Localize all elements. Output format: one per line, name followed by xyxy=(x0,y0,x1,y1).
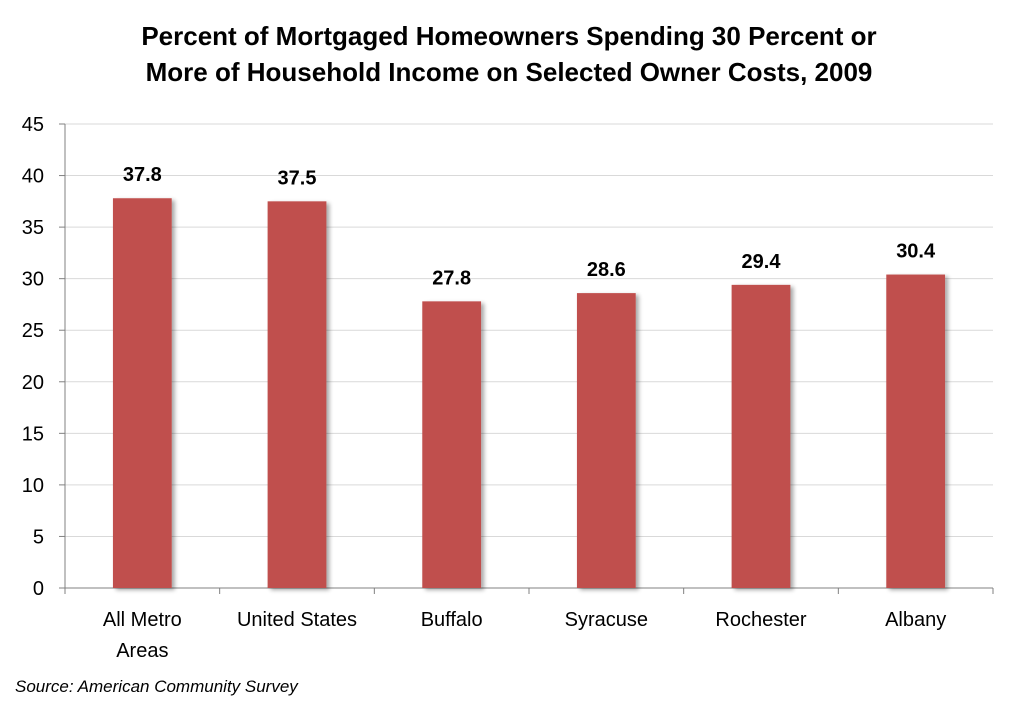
chart-title-line-2: More of Household Income on Selected Own… xyxy=(145,57,873,87)
x-tick-label: All Metro xyxy=(103,609,182,631)
data-label: 28.6 xyxy=(587,259,626,281)
y-tick-label: 5 xyxy=(33,526,44,548)
y-tick-label: 45 xyxy=(22,114,44,136)
data-label: 37.5 xyxy=(278,167,317,189)
y-tick-label: 30 xyxy=(22,269,44,291)
x-tick-label: Buffalo xyxy=(421,609,483,631)
source-note: Source: American Community Survey xyxy=(15,677,298,696)
bar xyxy=(731,284,791,588)
x-tick-label: Areas xyxy=(116,640,168,662)
x-tick-label: Syracuse xyxy=(565,609,648,631)
bar xyxy=(422,301,482,588)
chart-title-line-1: Percent of Mortgaged Homeowners Spending… xyxy=(141,21,877,51)
data-label: 29.4 xyxy=(742,251,782,273)
x-tick-label: Albany xyxy=(885,609,946,631)
y-tick-label: 10 xyxy=(22,475,44,497)
y-tick-label: 0 xyxy=(33,578,44,600)
x-tick-label: United States xyxy=(237,609,357,631)
data-label: 27.8 xyxy=(432,267,471,289)
y-tick-label: 35 xyxy=(22,217,44,239)
y-tick-label: 25 xyxy=(22,320,44,342)
bar xyxy=(267,201,327,589)
y-tick-label: 20 xyxy=(22,372,44,394)
bar xyxy=(576,293,636,588)
bar xyxy=(886,274,946,588)
data-label: 37.8 xyxy=(123,164,162,186)
y-tick-label: 15 xyxy=(22,423,44,445)
bar xyxy=(112,198,172,589)
chart-title: Percent of Mortgaged Homeowners Spending… xyxy=(0,18,1018,90)
x-tick-label: Rochester xyxy=(715,609,806,631)
data-label: 30.4 xyxy=(896,241,936,263)
y-tick-label: 40 xyxy=(22,166,44,188)
